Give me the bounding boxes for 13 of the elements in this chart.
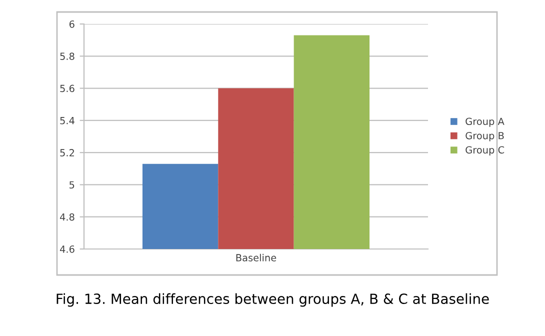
legend-label: Group B — [466, 132, 504, 142]
caption: Fig. 13. Mean differences between groups A, B & C at Baseline — [56, 293, 489, 307]
y-tick-label: 5.4 — [60, 117, 74, 124]
x-tick-label: Baseline — [236, 254, 276, 262]
legend-label: Group A — [466, 118, 504, 127]
y-tick-label: 4.8 — [60, 213, 74, 221]
y-tick-label: 5 — [70, 181, 74, 189]
y-tick-label: 5.2 — [60, 149, 74, 156]
y-tick-label: 6 — [69, 20, 74, 28]
legend-label: Group C — [466, 146, 504, 156]
y-tick-label: 4.6 — [60, 245, 74, 253]
y-tick-label: 5.8 — [60, 52, 74, 60]
y-tick-label: 5.6 — [60, 84, 74, 92]
